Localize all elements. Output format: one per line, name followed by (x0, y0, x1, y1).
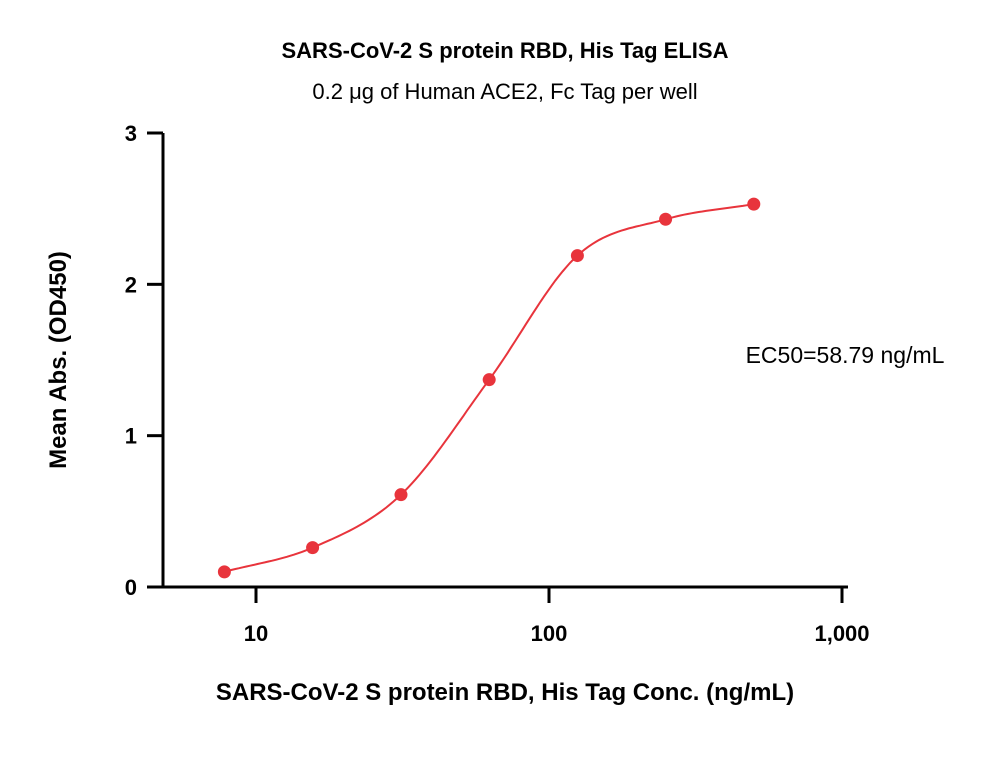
data-point (747, 197, 761, 211)
x-tick-label: 10 (244, 621, 268, 646)
y-axis-label: Mean Abs. (OD450) (45, 251, 72, 469)
data-point (217, 565, 231, 579)
data-point (306, 541, 320, 555)
x-tick-label: 100 (531, 621, 568, 646)
y-tick-label: 0 (125, 575, 137, 600)
y-tick-label: 2 (125, 272, 137, 297)
ec50-annotation: EC50=58.79 ng/mL (746, 342, 945, 368)
data-point (394, 488, 408, 502)
x-axis-label: SARS-CoV-2 S protein RBD, His Tag Conc. … (216, 679, 794, 706)
data-point (659, 212, 673, 226)
data-point (482, 373, 496, 387)
chart-title: SARS-CoV-2 S protein RBD, His Tag ELISA (282, 38, 729, 63)
axes (147, 133, 848, 589)
y-tick-label: 1 (125, 424, 137, 449)
data-point (570, 249, 584, 263)
data-points (217, 197, 761, 579)
y-tick-label: 3 (125, 121, 137, 146)
chart-subtitle: 0.2 μg of Human ACE2, Fc Tag per well (312, 79, 697, 104)
fit-curve (224, 203, 754, 573)
ticks: 0 1 2 3 10 100 1,000 (125, 121, 870, 646)
x-tick-label: 1,000 (814, 621, 869, 646)
